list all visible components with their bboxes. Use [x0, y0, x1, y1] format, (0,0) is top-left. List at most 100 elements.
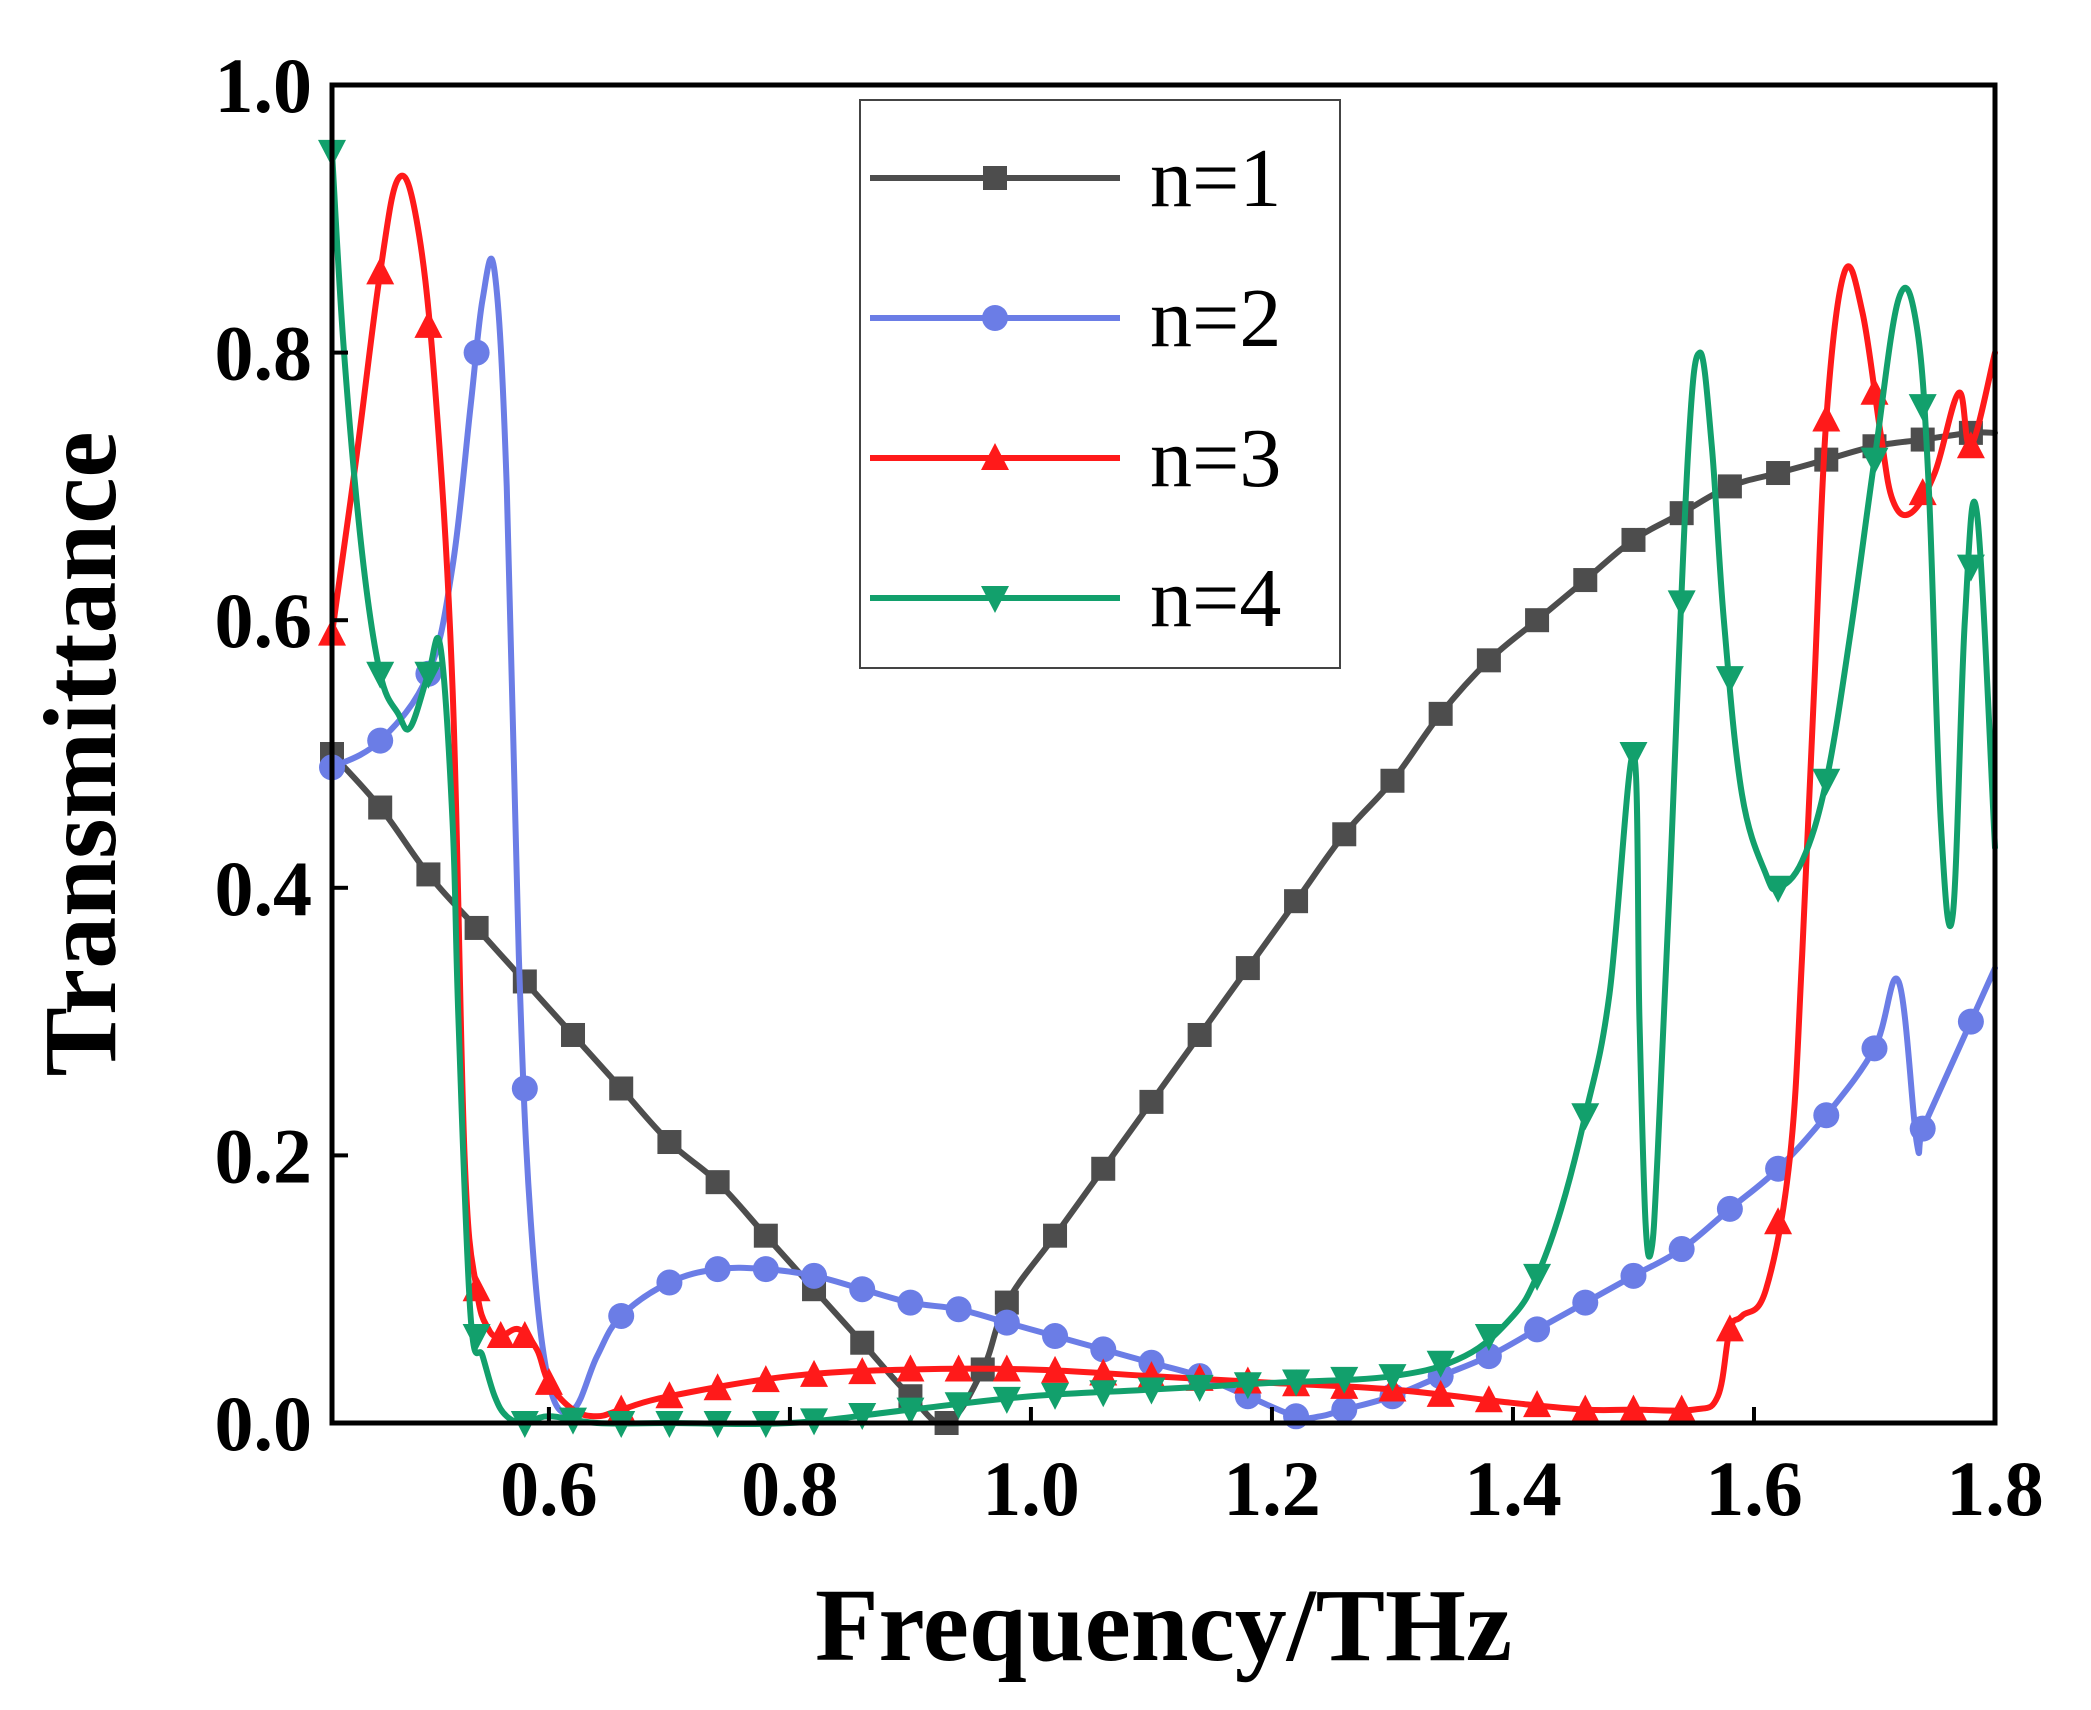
data-point-n-4: [1860, 447, 1889, 475]
data-point-n-1: [657, 1130, 682, 1155]
data-point-n-1: [1187, 1022, 1212, 1047]
data-point-n-3: [510, 1321, 539, 1349]
data-point-n-4: [1619, 742, 1648, 769]
data-point-n-2: [849, 1276, 876, 1303]
data-point-n-1: [1380, 768, 1405, 793]
data-point-n-3: [534, 1367, 563, 1395]
data-point-n-4: [1330, 1366, 1359, 1394]
x-tick-label: 1.6: [1705, 1445, 1803, 1532]
data-point-n-3: [1523, 1390, 1552, 1418]
data-point-n-4: [414, 661, 443, 689]
plot-frame: [329, 82, 1998, 1426]
y-tick-label: 0.2: [215, 1112, 313, 1199]
data-point-n-3: [1619, 1394, 1648, 1422]
legend-label: n=3: [1150, 412, 1281, 505]
data-point-n-4: [1715, 666, 1744, 694]
legend-item-n-3: n=3: [870, 412, 1281, 505]
legend-marker: [983, 166, 1007, 190]
data-point-n-2: [1090, 1336, 1117, 1363]
series-line-n-3: [329, 172, 1998, 1420]
data-point-n-4: [1908, 394, 1937, 422]
legend-label: n=2: [1150, 272, 1281, 365]
data-point-n-2: [945, 1296, 972, 1323]
data-point-n-1: [1525, 608, 1550, 633]
data-point-n-2: [1716, 1195, 1743, 1222]
data-point-n-1: [1091, 1156, 1116, 1181]
data-point-n-2: [1813, 1102, 1840, 1129]
data-point-n-4: [896, 1397, 925, 1425]
data-point-n-4: [1812, 768, 1841, 796]
data-point-n-2: [656, 1269, 683, 1296]
data-point-n-3: [655, 1381, 684, 1409]
data-point-n-1: [1717, 474, 1742, 499]
legend-marker: [981, 443, 1009, 470]
data-point-n-1: [850, 1330, 875, 1355]
data-point-n-2: [1524, 1316, 1551, 1343]
data-point-n-2: [511, 1075, 538, 1102]
legend-marker: [982, 305, 1008, 331]
data-point-n-2: [367, 727, 394, 754]
data-point-n-2: [897, 1289, 924, 1316]
legend-item-n-2: n=2: [870, 272, 1281, 365]
x-tick-label: 1.0: [982, 1445, 1080, 1532]
data-point-n-4: [1571, 1103, 1600, 1131]
data-point-n-1: [609, 1076, 634, 1101]
y-tick-label: 0.8: [215, 310, 313, 397]
data-point-n-4: [1185, 1374, 1214, 1402]
data-point-n-2: [1668, 1236, 1695, 1263]
data-point-n-2: [1572, 1289, 1599, 1316]
data-point-n-3: [1474, 1385, 1503, 1413]
data-point-n-3: [1426, 1379, 1455, 1407]
data-point-n-1: [1284, 889, 1309, 914]
data-point-n-1: [368, 795, 393, 820]
data-point-n-4: [1089, 1380, 1118, 1408]
legend-item-n-1: n=1: [870, 132, 1281, 225]
data-point-n-3: [1041, 1355, 1070, 1383]
data-point-n-4: [1137, 1377, 1166, 1405]
data-point-n-1: [1043, 1223, 1068, 1248]
data-point-n-1: [1139, 1089, 1164, 1114]
y-tick-label: 0.6: [215, 577, 313, 664]
data-point-n-4: [366, 661, 395, 689]
series-layer: [318, 139, 1998, 1438]
y-axis-title: Transmittance: [23, 431, 138, 1076]
ticks-layer: 0.6 0.8 1.0 1.2 1.4 1.6 1.8 0.0 0.2 0.4 0.6 0.8 1.0: [215, 42, 2044, 1532]
data-point-n-4: [1426, 1350, 1455, 1378]
data-point-n-2: [1475, 1343, 1502, 1370]
data-point-n-4: [1474, 1324, 1503, 1352]
data-point-n-2: [608, 1302, 635, 1329]
data-point-n-3: [1667, 1394, 1696, 1422]
data-point-n-1: [1476, 648, 1501, 673]
data-point-n-2: [801, 1262, 828, 1289]
data-point-n-3: [366, 257, 395, 285]
data-point-n-3: [1089, 1358, 1118, 1386]
data-point-n-3: [896, 1354, 925, 1382]
data-point-n-3: [751, 1365, 780, 1393]
x-tick-label: 1.4: [1464, 1445, 1562, 1532]
data-point-n-4: [1523, 1263, 1552, 1291]
data-point-n-1: [753, 1223, 778, 1248]
data-point-n-4: [1282, 1369, 1311, 1397]
data-point-n-1: [1910, 427, 1935, 452]
data-point-n-1: [1766, 461, 1791, 486]
legend-label: n=4: [1150, 552, 1281, 645]
data-point-n-1: [1573, 568, 1598, 593]
y-tick-label: 1.0: [215, 42, 313, 129]
data-point-n-4: [1764, 875, 1793, 903]
data-point-n-3: [414, 310, 443, 338]
data-point-n-2: [1861, 1035, 1888, 1062]
data-point-n-4: [992, 1386, 1021, 1414]
data-point-n-3: [848, 1357, 877, 1385]
data-point-n-4: [1233, 1372, 1262, 1400]
data-point-n-2: [752, 1256, 779, 1283]
data-point-n-4: [944, 1392, 973, 1420]
data-point-n-2: [993, 1309, 1020, 1336]
data-point-n-3: [992, 1354, 1021, 1382]
legend-box: [859, 99, 1341, 669]
data-point-n-2: [1765, 1155, 1792, 1182]
data-point-n-1: [705, 1170, 730, 1195]
x-tick-label: 1.2: [1223, 1445, 1321, 1532]
series-line-n-4: [329, 148, 1998, 1428]
data-point-n-1: [416, 862, 441, 887]
